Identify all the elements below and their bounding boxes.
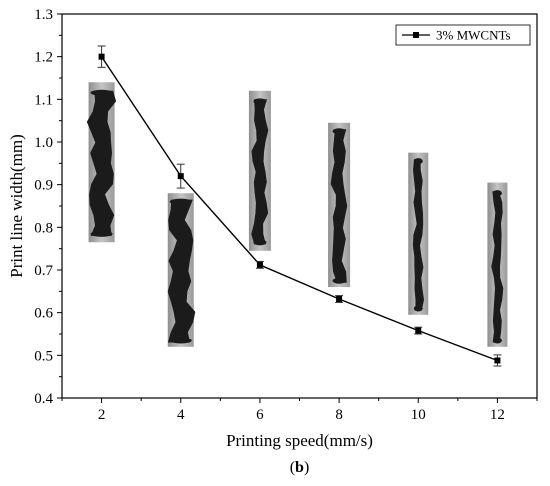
printed-line-bottom xyxy=(332,277,346,284)
printed-line-top xyxy=(169,198,192,205)
legend-label: 3% MWCNTs xyxy=(436,28,511,43)
y-tick-label: 1.2 xyxy=(34,50,53,66)
x-tick-label: 6 xyxy=(256,407,264,423)
x-tick-label: 10 xyxy=(411,407,426,423)
printed-line-bottom xyxy=(492,337,502,344)
x-tick-label: 8 xyxy=(335,407,343,423)
printed-line-bottom xyxy=(169,337,192,344)
legend-box xyxy=(395,24,531,46)
y-tick-label: 0.9 xyxy=(34,178,53,194)
x-tick-label: 2 xyxy=(98,407,106,423)
inset-photo-4 xyxy=(167,193,196,347)
printed-line-trace xyxy=(412,159,424,311)
data-point xyxy=(177,173,184,180)
x-tick-label: 12 xyxy=(490,407,505,423)
y-tick-label: 0.4 xyxy=(34,391,53,407)
y-tick-label: 0.6 xyxy=(34,306,53,322)
series-layer xyxy=(97,45,502,367)
y-tick-label: 1.1 xyxy=(34,92,53,108)
legend-marker-swatch xyxy=(413,32,419,38)
data-point xyxy=(336,296,343,303)
y-tick-label: 1.0 xyxy=(34,135,53,151)
data-point xyxy=(415,327,422,334)
printed-line-top xyxy=(90,89,113,96)
printed-line-trace xyxy=(330,129,348,283)
data-point xyxy=(98,53,105,60)
printed-line-top xyxy=(332,128,346,135)
inset-photo-2 xyxy=(86,82,117,243)
y-tick-label: 0.5 xyxy=(34,348,53,364)
legend: 3% MWCNTs xyxy=(395,24,531,46)
printed-line-trace xyxy=(167,199,196,343)
inset-photo-layer xyxy=(86,82,508,347)
printed-line-trace xyxy=(86,90,117,236)
panel-label-open: ( xyxy=(290,459,295,476)
printed-line-top xyxy=(413,158,423,165)
axis-ticks: 2 4 6 8 10 12 0.4 0.5 0.6 0.7 0.8 0.9 1.0 1.1 1.2 1.3 xyxy=(34,7,538,423)
printed-line-bottom xyxy=(413,305,423,312)
printed-line-trace xyxy=(251,99,269,245)
x-tick-label: 4 xyxy=(177,407,185,423)
y-tick-label: 0.7 xyxy=(34,263,53,279)
inset-photo-12 xyxy=(487,182,508,347)
printed-line-bottom xyxy=(253,239,267,246)
series-line xyxy=(101,56,498,362)
printed-line-trace xyxy=(491,191,504,343)
panel-label-letter: b xyxy=(295,459,304,476)
inset-photo-6 xyxy=(248,90,271,251)
y-axis-label: Print line width(mm) xyxy=(7,134,26,278)
plot-frame xyxy=(61,13,538,399)
x-axis-label: Printing speed(mm/s) xyxy=(226,431,373,450)
panel-label-close: ) xyxy=(304,459,309,476)
printed-line-top xyxy=(492,190,502,197)
printed-line-top xyxy=(253,98,267,105)
data-point xyxy=(494,357,501,364)
panel-label: (b) xyxy=(290,459,310,476)
y-tick-label: 0.8 xyxy=(34,220,53,236)
inset-photo-10 xyxy=(408,152,429,315)
inset-photo-8 xyxy=(328,122,351,288)
printed-line-bottom xyxy=(90,230,113,237)
data-point xyxy=(256,261,263,268)
y-tick-label: 1.3 xyxy=(34,7,53,23)
